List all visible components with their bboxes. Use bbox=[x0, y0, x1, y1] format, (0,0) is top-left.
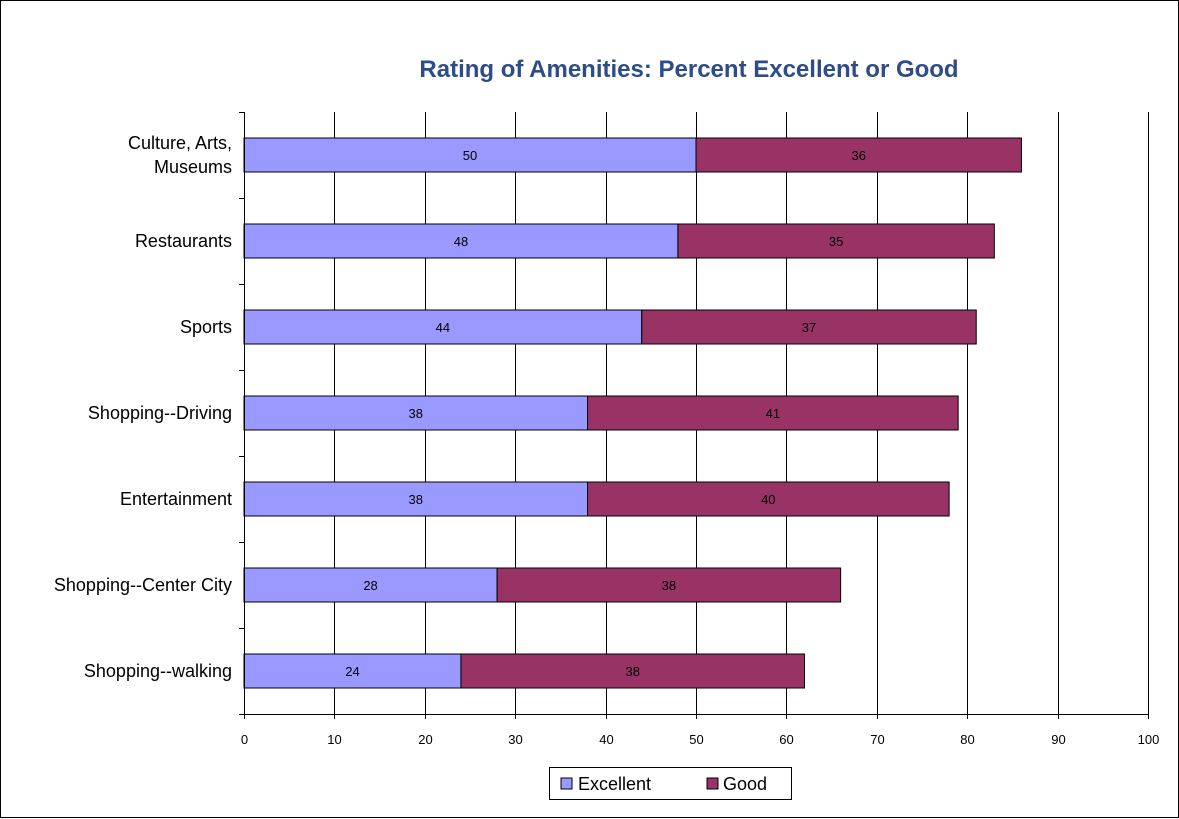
x-tick-label: 100 bbox=[1138, 732, 1160, 747]
data-label-excellent: 28 bbox=[363, 578, 377, 593]
data-label-good: 40 bbox=[761, 492, 775, 507]
data-label-excellent: 48 bbox=[454, 234, 468, 249]
data-label-good: 35 bbox=[829, 234, 843, 249]
data-label-excellent: 44 bbox=[436, 320, 450, 335]
legend-swatch-excellent bbox=[560, 777, 573, 790]
bar-excellent bbox=[243, 653, 462, 689]
legend-box bbox=[549, 767, 792, 800]
bar-good bbox=[677, 223, 995, 259]
bar-good bbox=[587, 481, 950, 517]
x-tick-label: 30 bbox=[508, 732, 522, 747]
category-label: Shopping--Driving bbox=[88, 403, 232, 423]
x-tick-label: 80 bbox=[960, 732, 974, 747]
x-tick-label: 40 bbox=[599, 732, 613, 747]
data-label-good: 38 bbox=[662, 578, 676, 593]
x-tick-label: 0 bbox=[241, 732, 248, 747]
bar-excellent bbox=[243, 395, 589, 431]
x-tick-label: 20 bbox=[418, 732, 432, 747]
bar-good bbox=[460, 653, 805, 689]
data-label-excellent: 38 bbox=[409, 406, 423, 421]
data-label-excellent: 38 bbox=[409, 492, 423, 507]
category-label: Restaurants bbox=[135, 231, 232, 251]
legend-swatch-good bbox=[706, 777, 719, 790]
category-label: Museums bbox=[154, 157, 232, 177]
data-label-good: 41 bbox=[766, 406, 780, 421]
legend-label-good: Good bbox=[723, 774, 767, 794]
data-label-excellent: 50 bbox=[463, 148, 477, 163]
bar-good bbox=[695, 137, 1022, 173]
bars: 50 36 48 35 44 37 38 41 38 40 28 38 24 38 bbox=[243, 137, 1022, 689]
x-tick-label: 70 bbox=[870, 732, 884, 747]
x-tick-label: 60 bbox=[779, 732, 793, 747]
bar-excellent bbox=[243, 567, 498, 603]
data-label-good: 37 bbox=[802, 320, 816, 335]
bar-excellent bbox=[243, 481, 589, 517]
legend-label-excellent: Excellent bbox=[578, 774, 651, 794]
data-label-excellent: 24 bbox=[345, 664, 359, 679]
data-label-good: 36 bbox=[851, 148, 865, 163]
x-tick-label: 50 bbox=[689, 732, 703, 747]
axes: 0 10 20 30 40 50 60 70 80 90 100 Culture, Arts, Muse… bbox=[54, 112, 1159, 747]
category-label: Shopping--Center City bbox=[54, 575, 232, 595]
data-label-good: 38 bbox=[625, 664, 639, 679]
bar-good bbox=[496, 567, 842, 603]
category-label: Culture, Arts, bbox=[128, 133, 232, 153]
x-tick-label: 90 bbox=[1051, 732, 1065, 747]
legend: Excellent Good bbox=[549, 767, 792, 800]
bar-good bbox=[641, 309, 977, 345]
category-label: Entertainment bbox=[120, 489, 232, 509]
category-label: Shopping--walking bbox=[84, 661, 232, 681]
category-label: Sports bbox=[180, 317, 232, 337]
chart-title: Rating of Amenities: Percent Excellent o… bbox=[419, 56, 958, 83]
x-tick-label: 10 bbox=[327, 732, 341, 747]
bar-good bbox=[587, 395, 959, 431]
